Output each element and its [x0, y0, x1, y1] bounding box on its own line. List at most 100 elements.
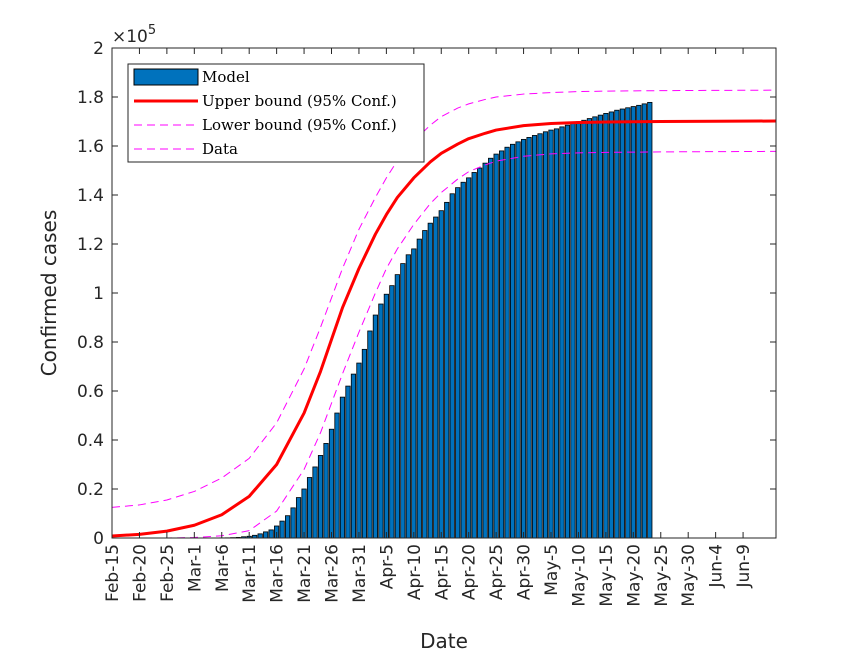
bar [455, 187, 461, 539]
x-tick-label: May-25 [652, 544, 672, 607]
legend-entry-label: Upper bound (95% Conf.) [202, 92, 397, 110]
y-tick-label: 0.8 [77, 333, 104, 353]
bar [608, 111, 614, 539]
bar [263, 531, 269, 539]
bar [597, 114, 603, 539]
y-tick-label: 1.8 [77, 88, 104, 108]
bar [339, 396, 346, 539]
y-tick-label: 1.2 [77, 235, 104, 255]
y-axis: 0 0.2 0.4 0.6 0.8 1 1.2 1.4 1.6 1.8 2 [77, 39, 776, 549]
y-tick-label: 0.2 [77, 480, 104, 500]
bar [411, 248, 417, 539]
bar [427, 222, 433, 539]
x-tick-label: May-20 [624, 544, 644, 607]
bar [378, 303, 384, 539]
legend-swatch-bar [133, 68, 199, 86]
bar [581, 119, 587, 539]
bar [290, 507, 296, 539]
x-tick-label: Apr-15 [432, 544, 452, 600]
bar [515, 141, 521, 539]
bar [471, 172, 477, 539]
bar [268, 529, 274, 539]
bar [619, 108, 625, 539]
bar [328, 428, 335, 539]
bar [361, 348, 368, 539]
bar [625, 107, 631, 539]
y-exponent-base: ×10 [112, 27, 148, 47]
bar [548, 129, 554, 539]
series-line-1 [111, 119, 777, 538]
y-tick-label: 0.4 [77, 431, 104, 451]
bar [306, 477, 313, 539]
bar [372, 314, 378, 539]
bar [350, 373, 357, 539]
bar [422, 230, 428, 539]
x-tick-label: Feb-20 [130, 544, 150, 602]
bar [323, 443, 329, 539]
x-tick-label: May-5 [542, 544, 562, 596]
x-tick-label: Jun-9 [734, 544, 754, 589]
bar [509, 143, 516, 539]
x-tick-label: Mar-11 [240, 544, 260, 603]
y-tick-label: 1 [93, 284, 104, 304]
bar [433, 216, 439, 539]
bar [345, 385, 351, 539]
bar [531, 135, 538, 539]
bar [488, 157, 494, 539]
bar [647, 101, 653, 539]
x-tick-label: Mar-1 [185, 544, 205, 592]
bar [542, 131, 549, 539]
bar [592, 116, 598, 539]
y-tick-label: 1.4 [77, 186, 104, 206]
bar [564, 124, 571, 539]
bar [614, 109, 620, 539]
bar [449, 193, 455, 539]
y-tick-label: 0.6 [77, 382, 104, 402]
bar [641, 103, 647, 539]
y-tick-label: 2 [93, 39, 104, 59]
x-axis-label: Date [420, 629, 468, 653]
bar [444, 201, 450, 539]
bar [383, 293, 389, 539]
bar [285, 515, 291, 539]
bar [477, 167, 483, 539]
bar [460, 181, 466, 539]
bar [520, 138, 527, 539]
bar [636, 104, 642, 539]
x-axis: Feb-15 Feb-20 Feb-25 Mar-1 Mar-6 Mar-11 Mar-16… [103, 48, 754, 607]
x-tick-label: Mar-21 [295, 544, 315, 603]
bar [389, 285, 395, 539]
x-tick-label: May-15 [597, 544, 617, 607]
x-tick-label: Apr-20 [460, 544, 480, 600]
bar [438, 210, 444, 539]
y-exponent-power: 5 [148, 23, 156, 38]
bar [553, 128, 560, 539]
legend-entry-label: Data [202, 140, 238, 158]
y-tick-label: 0 [93, 529, 104, 549]
bar [537, 133, 543, 539]
bar [493, 153, 499, 539]
bar [559, 126, 565, 539]
legend-entry-label: Model [202, 68, 250, 86]
y-exponent-label: ×105 [112, 23, 156, 47]
bar [312, 466, 318, 539]
series-line-3 [112, 150, 777, 539]
bar [356, 362, 362, 539]
bar [367, 330, 373, 539]
x-tick-label: Apr-5 [377, 544, 397, 589]
x-tick-label: May-10 [569, 544, 589, 607]
x-tick-label: Mar-31 [350, 544, 370, 603]
bar [466, 177, 472, 539]
bar [630, 106, 636, 539]
bar [257, 533, 263, 539]
bar [482, 162, 488, 539]
legend-entry-label: Lower bound (95% Conf.) [202, 116, 397, 134]
y-tick-label: 1.6 [77, 137, 104, 157]
bar [405, 254, 411, 539]
bar [317, 455, 324, 539]
x-tick-label: Jun-4 [707, 544, 727, 589]
bar [400, 263, 406, 539]
x-tick-label: Feb-25 [158, 544, 178, 602]
bar [504, 146, 510, 539]
